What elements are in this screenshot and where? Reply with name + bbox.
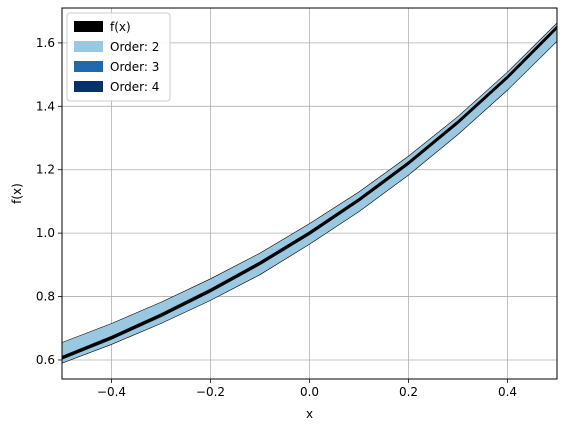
y-tick-label: 1.0 <box>36 226 55 240</box>
x-tick-label: 0.4 <box>498 385 517 399</box>
legend-swatch <box>74 81 103 92</box>
y-tick-label: 0.6 <box>36 353 55 367</box>
y-tick-label: 1.6 <box>36 36 55 50</box>
y-tick-label: 1.2 <box>36 163 55 177</box>
x-tick-label: 0.2 <box>399 385 418 399</box>
ticks: −0.4 −0.2 0.0 0.2 0.4 0.6 0.8 1.0 1.2 1.4 1.6 <box>36 36 517 399</box>
band-order-3 <box>62 25 557 360</box>
x-axis-label: x <box>306 407 313 421</box>
legend-label: Order: 4 <box>110 80 159 94</box>
y-axis-label: f(x) <box>10 183 24 204</box>
legend-swatch <box>74 21 103 32</box>
band-order-2 <box>62 22 557 364</box>
x-tick-label: 0.0 <box>300 385 319 399</box>
legend: f(x) Order: 2 Order: 3 Order: 4 <box>66 12 171 102</box>
legend-label: Order: 2 <box>110 40 159 54</box>
legend-label: f(x) <box>110 20 131 34</box>
y-tick-label: 0.8 <box>36 290 55 304</box>
legend-box <box>66 12 171 102</box>
y-tick-label: 1.4 <box>36 99 55 113</box>
function-curve-layer <box>62 26 557 359</box>
x-tick-label: −0.2 <box>196 385 225 399</box>
legend-swatch <box>74 61 103 72</box>
legend-swatch <box>74 41 103 52</box>
legend-label: Order: 3 <box>110 60 159 74</box>
function-curve <box>62 26 557 359</box>
x-tick-label: −0.4 <box>97 385 126 399</box>
